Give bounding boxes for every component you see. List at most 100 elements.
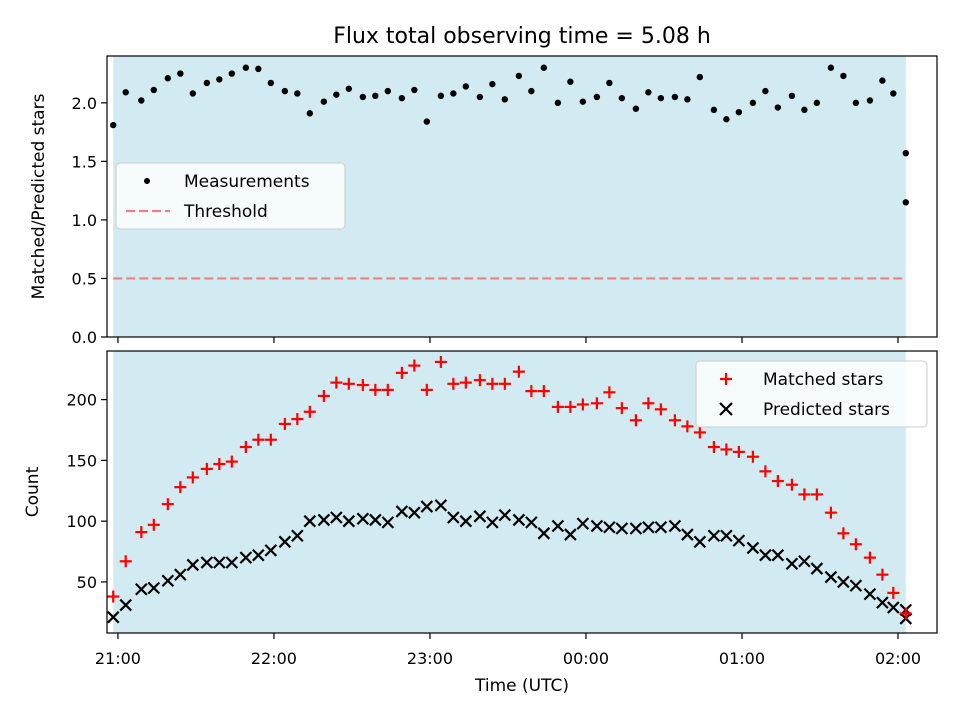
bottom-panel: 50 100 150 200 21:00 22:00 23:00 00:00 01:00 02:… xyxy=(23,350,938,696)
measurement-point xyxy=(528,87,535,95)
measurement-point xyxy=(228,70,236,77)
bottom-y-axis-label: Count xyxy=(23,466,43,517)
matched-stars-point xyxy=(225,455,238,468)
matched-stars-point xyxy=(720,443,733,456)
measurement-point xyxy=(618,94,626,102)
matched-stars-point xyxy=(486,377,499,390)
matched-stars-point xyxy=(759,465,772,478)
measurement-point xyxy=(801,106,808,114)
matched-stars-point xyxy=(798,488,811,501)
matched-stars-point xyxy=(252,433,265,446)
measurement-point xyxy=(138,97,145,104)
predicted-stars-point xyxy=(771,548,785,562)
matched-stars-point xyxy=(746,450,759,463)
matched-stars-point xyxy=(459,376,472,389)
measurement-point xyxy=(450,90,457,97)
matched-stars-point xyxy=(473,374,486,387)
y-tick-label: 1.0 xyxy=(72,211,97,230)
measurement-point xyxy=(540,64,548,71)
predicted-stars-point xyxy=(200,556,214,569)
measurement-point xyxy=(476,93,484,101)
matched-stars-point xyxy=(525,385,538,398)
predicted-stars-point xyxy=(408,506,421,519)
measurement-point xyxy=(306,110,314,117)
measurement-point xyxy=(813,99,821,107)
measurement-point xyxy=(710,106,718,114)
predicted-stars-point xyxy=(119,598,132,612)
bottom-legend: Matched stars Predicted stars xyxy=(695,360,928,428)
x-tick-label: 02:00 xyxy=(875,649,921,668)
predicted-stars-point xyxy=(447,511,460,524)
predicted-stars-point xyxy=(239,551,253,564)
measurement-point xyxy=(657,94,665,102)
matched-stars-point xyxy=(785,478,798,491)
measurement-point xyxy=(345,85,353,92)
y-tick-label: 1.5 xyxy=(72,152,97,171)
matched-stars-point xyxy=(615,402,628,415)
predicted-stars-point xyxy=(732,534,746,547)
measurement-point xyxy=(749,99,757,107)
predicted-stars-point xyxy=(135,582,148,596)
x-tick-label: 22:00 xyxy=(251,649,297,668)
x-tick-label: 00:00 xyxy=(563,649,609,668)
predicted-stars-point xyxy=(369,513,382,527)
top-axes-frame xyxy=(106,55,938,338)
predicted-stars-point xyxy=(551,519,565,533)
matched-stars-point xyxy=(147,518,160,531)
matched-stars-point xyxy=(498,377,511,390)
matched-stars-point xyxy=(264,433,277,446)
matched-stars-point xyxy=(420,383,433,396)
measurement-point xyxy=(696,73,704,81)
matched-stars-point xyxy=(603,386,616,399)
y-tick-label: 0.5 xyxy=(72,269,97,288)
matched-stars-point xyxy=(824,506,837,519)
measurement-point xyxy=(840,72,847,80)
matched-stars-point xyxy=(849,538,862,551)
predicted-stars-point xyxy=(395,505,409,518)
matched-stars-point xyxy=(408,359,421,372)
y-tick-label: 2.0 xyxy=(72,94,97,113)
matched-stars-point xyxy=(303,405,316,418)
predicted-stars-point xyxy=(824,570,838,584)
predicted-stars-point xyxy=(434,499,448,512)
matched-stars-point xyxy=(186,471,199,484)
predicted-stars-point xyxy=(720,529,733,543)
predicted-stars-point xyxy=(317,513,331,527)
predicted-stars-point xyxy=(186,558,200,572)
matched-stars-point xyxy=(278,417,291,430)
y-tick-label: 150 xyxy=(66,451,97,470)
matched-stars-point xyxy=(590,397,603,410)
predicted-stars-point xyxy=(537,527,551,540)
measurement-point xyxy=(411,86,418,94)
predicted-stars-point xyxy=(654,520,668,534)
predicted-stars-point xyxy=(303,514,317,528)
measurement-point xyxy=(762,87,769,95)
matched-stars-point xyxy=(551,400,564,413)
legend-measurements-marker xyxy=(144,178,150,184)
predicted-stars-point xyxy=(837,575,850,589)
chart-title: Flux total observing time = 5.08 h xyxy=(333,24,711,49)
measurement-point xyxy=(423,118,431,125)
measurement-point xyxy=(203,79,211,87)
predicted-stars-point xyxy=(693,535,707,549)
measurement-point xyxy=(593,93,601,101)
measurement-point xyxy=(242,64,250,71)
matched-stars-point xyxy=(576,398,589,411)
matched-stars-point xyxy=(564,400,577,413)
measurement-point xyxy=(515,72,523,80)
matched-stars-point xyxy=(369,383,382,396)
measurement-point xyxy=(735,109,743,116)
matched-stars-point xyxy=(899,607,912,620)
predicted-stars-point xyxy=(876,596,889,609)
top-y-axis-label: Matched/Predicted stars xyxy=(29,93,49,299)
predicted-stars-point xyxy=(278,535,292,549)
measurement-point xyxy=(788,92,796,100)
legend-predicted-marker xyxy=(719,402,733,416)
predicted-stars-point xyxy=(590,519,604,533)
measurement-point xyxy=(372,92,379,100)
measurement-point xyxy=(501,96,509,103)
measurement-point xyxy=(320,98,328,105)
predicted-stars-point xyxy=(106,610,120,624)
measurement-point xyxy=(774,104,782,111)
measurement-point xyxy=(462,83,470,90)
